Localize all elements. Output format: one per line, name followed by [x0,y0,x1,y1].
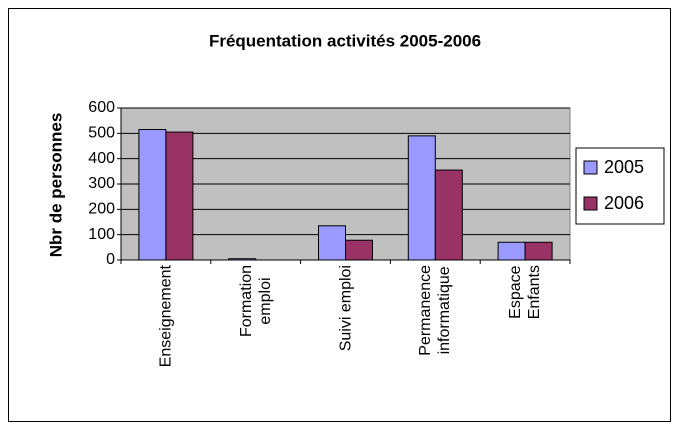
y-tick-label: 600 [88,99,115,116]
x-tick-label-box: Permanence informatique [416,265,454,415]
bar [165,131,194,261]
x-tick-label-box: Suivi emploi [336,265,355,415]
y-tick-label: 100 [88,226,115,243]
y-tick-label: 200 [88,201,115,218]
y-tick-label: 300 [88,175,115,192]
bar [407,135,436,261]
y-tick-label: 0 [106,251,115,268]
y-tick-label: 500 [88,125,115,142]
bar [318,225,346,261]
y-tick-label: 400 [88,150,115,167]
x-tick-label: Formation emploi [237,265,274,338]
bar [345,239,373,261]
y-axis-title: Nbr de personnes [46,113,65,258]
x-tick-label: Permanence informatique [417,265,454,356]
x-tick-label-box: Formation emploi [237,265,275,415]
x-tick-label-box: Espace Enfants [506,265,544,415]
chart-title: Fréquentation activités 2005-2006 [209,31,481,50]
legend-swatch [583,160,598,175]
x-tick-label: Espace Enfants [507,265,544,320]
x-tick-label: Enseignement [157,265,175,368]
x-tick-label-box: Enseignement [156,265,175,415]
bar [434,169,463,261]
bar [497,241,526,261]
bar [138,129,167,261]
x-tick-label: Suivi emploi [337,265,354,352]
legend-label: 2006 [604,193,644,213]
legend-swatch [583,196,598,211]
legend-label: 2005 [604,157,644,177]
bar [524,241,553,261]
